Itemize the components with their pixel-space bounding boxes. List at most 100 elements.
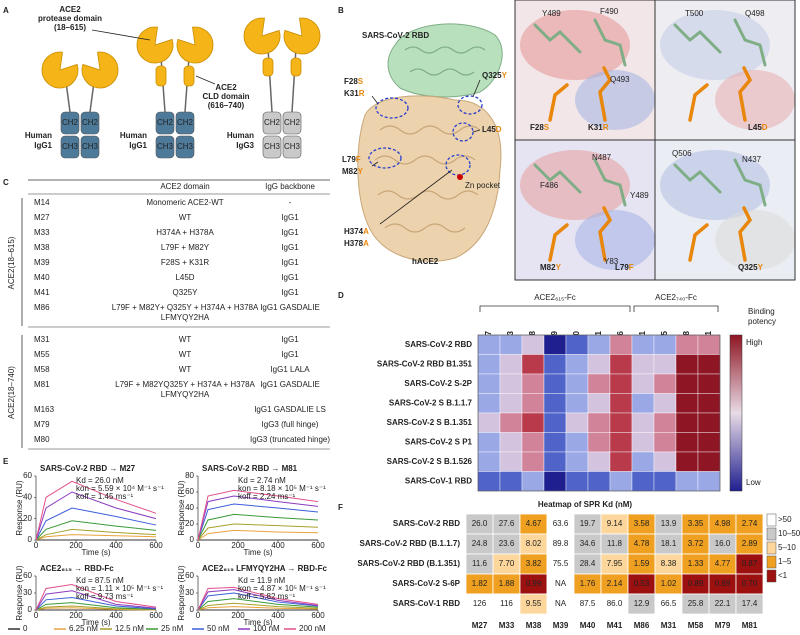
legend-label: <1 (778, 571, 788, 580)
mutation-wt: K31 (344, 89, 359, 98)
x-tick-label: 400 (271, 611, 285, 620)
heatmap-cell (500, 452, 522, 472)
row-label: SARS-CoV-2 RBD (B.1.351) (357, 559, 460, 568)
cell-label: 26.0 (472, 519, 488, 528)
legend-swatch (767, 542, 776, 554)
y-tick-label: 80 (185, 471, 194, 480)
table-domain: L45D (175, 273, 194, 282)
table-id: M55 (34, 350, 50, 359)
y-tick-label: 0 (190, 605, 195, 614)
legend-label: 12.5 nM (115, 624, 144, 633)
column-label: M58 (688, 621, 704, 630)
heatmap-cell (610, 472, 632, 492)
heatmap-cell (588, 472, 610, 492)
legend-swatch (767, 514, 776, 526)
cell-label: 0.89 (688, 579, 704, 588)
heatmap-cell (654, 433, 676, 453)
y-tick-label: 0 (28, 535, 33, 544)
cell-label: 27.6 (499, 519, 515, 528)
row-label: SARS-CoV-1 RBD (405, 476, 472, 485)
legend-label: 0 (23, 624, 28, 633)
heatmap-cell (566, 355, 588, 375)
row-label: SARS-CoV-2 RBD B1.351 (377, 359, 473, 368)
sensorgram-curve (198, 530, 318, 540)
row-label: SARS-CoV-2 S B.1.1.7 (389, 398, 473, 407)
ace2-label: hACE2 (412, 257, 439, 266)
cell-label: 0.87 (742, 559, 758, 568)
row-label: SARS-CoV-2 RBD (405, 340, 472, 349)
cell-label: 87.5 (580, 599, 596, 608)
heatmap-cell (544, 355, 566, 375)
mutation-wt: H378 (344, 239, 364, 248)
table-id: M80 (34, 435, 50, 444)
mutation-label: L79F (342, 155, 361, 164)
x-tick-label: 600 (149, 611, 163, 620)
heatmap-cell (610, 335, 632, 355)
cell-label: 4.98 (715, 519, 731, 528)
legend-label: 5–10 (778, 543, 796, 552)
heatmap-cell (500, 433, 522, 453)
heatmap-cell (654, 355, 676, 375)
heatmap-cell (698, 413, 720, 433)
column-label: M86 (634, 621, 650, 630)
heatmap-cell (478, 374, 500, 394)
table-id: M41 (34, 288, 50, 297)
ace2-head (177, 27, 213, 63)
residue-label: Q493 (610, 75, 630, 84)
y-tick-label: 0 (190, 535, 195, 544)
cld-label: CLD domain (202, 92, 249, 101)
cld-domain (156, 66, 166, 86)
antibody-label: IgG1 (34, 141, 52, 150)
colorbar-low: Low (746, 478, 761, 487)
heatmap-cell (522, 394, 544, 414)
plot-title: ACE2₆₁₅ → RBD-Fc (40, 564, 114, 573)
heatmap-cell (654, 452, 676, 472)
cell-label: 25.8 (688, 599, 704, 608)
cld-domain (291, 58, 301, 76)
cld-domain (184, 66, 194, 86)
table-domain: WT (179, 335, 192, 344)
table-group: ACE2(18–615) (7, 236, 16, 289)
residue-label: F486 (540, 181, 559, 190)
cell-label: 23.6 (499, 539, 515, 548)
heatmap-cell (632, 452, 654, 472)
heatmap-cell (588, 433, 610, 453)
heatmap-cell (544, 472, 566, 492)
table-backbone: IgG1 GASDALIE (260, 380, 320, 389)
table-id: M81 (34, 380, 50, 389)
heatmap-cell (544, 335, 566, 355)
table-backbone: IgG1 GASDALIE LS (254, 405, 326, 414)
plot-title: ACE2₆₁₅ LFMYQY2HA → RBD-Fc (202, 564, 328, 573)
heatmap-cell (676, 335, 698, 355)
heatmap-cell (500, 413, 522, 433)
legend-label: 25 nM (161, 624, 184, 633)
mutation-new: F (356, 155, 361, 164)
residue-label: Y83 (604, 257, 619, 266)
table-id: M38 (34, 243, 50, 252)
heatmap-cell (500, 472, 522, 492)
x-tick-label: 400 (271, 541, 285, 550)
mutation-new: A (363, 227, 369, 236)
heatmap-cell (478, 355, 500, 375)
heatmap-cell (654, 472, 676, 492)
heatmap-cell (522, 433, 544, 453)
table-domain: LFMYQY2HA (161, 390, 210, 399)
antibody-label: IgG1 (129, 141, 147, 150)
mutation-new: Y (358, 167, 364, 176)
residue-label: T500 (685, 9, 704, 18)
table-backbone: IgG1 LALA (270, 365, 310, 374)
mutation-wt: L79 (342, 155, 356, 164)
panel-letter: F (338, 503, 343, 512)
heatmap-cell (500, 374, 522, 394)
x-tick-label: 600 (311, 611, 325, 620)
antibody-label: Human (227, 131, 254, 140)
cld-domain (263, 58, 273, 76)
domain-label: CH3 (62, 142, 79, 151)
cell-label: 9.14 (607, 519, 623, 528)
mutation-label: H378A (344, 239, 369, 248)
cell-label: 7.70 (499, 559, 515, 568)
cell-label: 1.59 (634, 559, 650, 568)
cell-label: 11.6 (472, 559, 488, 568)
mutation-label: L45D (482, 125, 502, 134)
heatmap-cell (610, 355, 632, 375)
